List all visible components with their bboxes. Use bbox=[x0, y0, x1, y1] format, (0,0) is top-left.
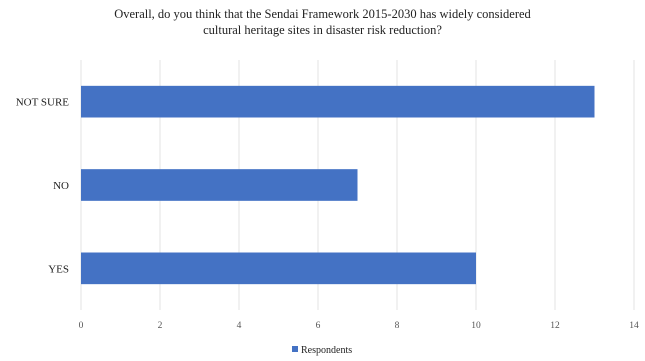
bar-yes bbox=[81, 252, 476, 285]
bar-no bbox=[81, 169, 358, 201]
x-tick-label: 12 bbox=[550, 321, 560, 331]
legend-label: Respondents bbox=[301, 345, 352, 356]
x-tick-label: 2 bbox=[158, 321, 163, 331]
category-label: YES bbox=[48, 263, 69, 275]
category-label: NO bbox=[53, 180, 69, 192]
x-tick-label: 10 bbox=[471, 321, 481, 331]
x-tick-labels: 0 2 4 6 8 10 12 14 bbox=[79, 321, 639, 331]
chart-title-line-2: cultural heritage sites in disaster risk… bbox=[203, 23, 442, 37]
x-tick-label: 0 bbox=[79, 321, 84, 331]
category-labels: NOT SURE NO YES bbox=[16, 97, 70, 276]
bar-not-sure bbox=[81, 85, 595, 118]
chart-title: Overall, do you think that the Sendai Fr… bbox=[0, 6, 645, 38]
x-tick-label: 8 bbox=[395, 321, 400, 331]
category-label: NOT SURE bbox=[16, 97, 70, 109]
x-tick-label: 4 bbox=[237, 321, 242, 331]
chart-title-line-1: Overall, do you think that the Sendai Fr… bbox=[114, 7, 531, 21]
legend: Respondents bbox=[292, 345, 352, 356]
x-tick-label: 6 bbox=[316, 321, 321, 331]
x-tick-label: 14 bbox=[629, 321, 639, 331]
legend-swatch bbox=[292, 346, 298, 352]
bars bbox=[81, 85, 595, 285]
